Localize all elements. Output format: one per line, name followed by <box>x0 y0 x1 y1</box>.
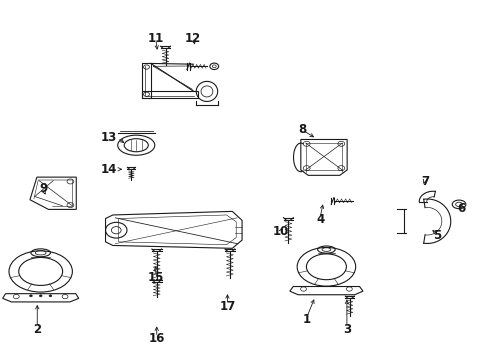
Text: 13: 13 <box>101 131 117 144</box>
Text: 4: 4 <box>315 213 324 226</box>
Text: 7: 7 <box>420 175 428 188</box>
Circle shape <box>49 295 52 297</box>
Text: 17: 17 <box>219 300 235 313</box>
Text: 9: 9 <box>40 183 48 195</box>
Text: 2: 2 <box>33 323 41 336</box>
Circle shape <box>39 295 42 297</box>
Text: 6: 6 <box>456 202 465 215</box>
Text: 3: 3 <box>342 323 350 336</box>
Bar <box>142 91 198 98</box>
Text: 8: 8 <box>297 123 305 136</box>
Text: 14: 14 <box>100 163 117 176</box>
Circle shape <box>29 295 32 297</box>
Text: 10: 10 <box>272 225 288 238</box>
Text: 16: 16 <box>148 332 164 345</box>
Text: 1: 1 <box>302 312 310 326</box>
Text: 5: 5 <box>432 229 440 242</box>
Text: 12: 12 <box>185 32 201 45</box>
Text: 11: 11 <box>147 32 163 45</box>
Bar <box>142 63 151 98</box>
Text: 15: 15 <box>147 271 163 284</box>
